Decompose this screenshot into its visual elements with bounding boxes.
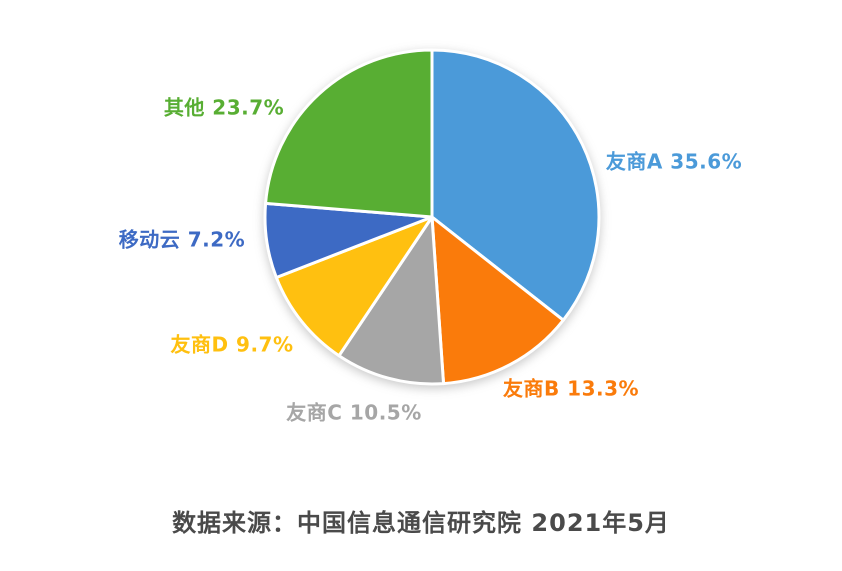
pie-slice-友商B: [430, 215, 565, 386]
slice-label-其他: 其他 23.7%: [163, 95, 285, 120]
source-caption: 数据来源：中国信息通信研究院 2021年5月: [172, 509, 670, 537]
pie-slice-友商C: [337, 215, 446, 386]
slice-label-友商C: 友商C 10.5%: [286, 400, 422, 425]
pie-slice-其他: [264, 48, 434, 219]
slice-label-移动云: 移动云 7.2%: [118, 227, 246, 252]
slice-label-友商D: 友商D 9.7%: [170, 332, 294, 357]
slice-label-友商A: 友商A 35.6%: [605, 149, 743, 174]
pie-slice-友商D: [274, 215, 434, 358]
slice-label-友商B: 友商B 13.3%: [502, 376, 640, 401]
pie-slice-友商A: [430, 48, 601, 322]
